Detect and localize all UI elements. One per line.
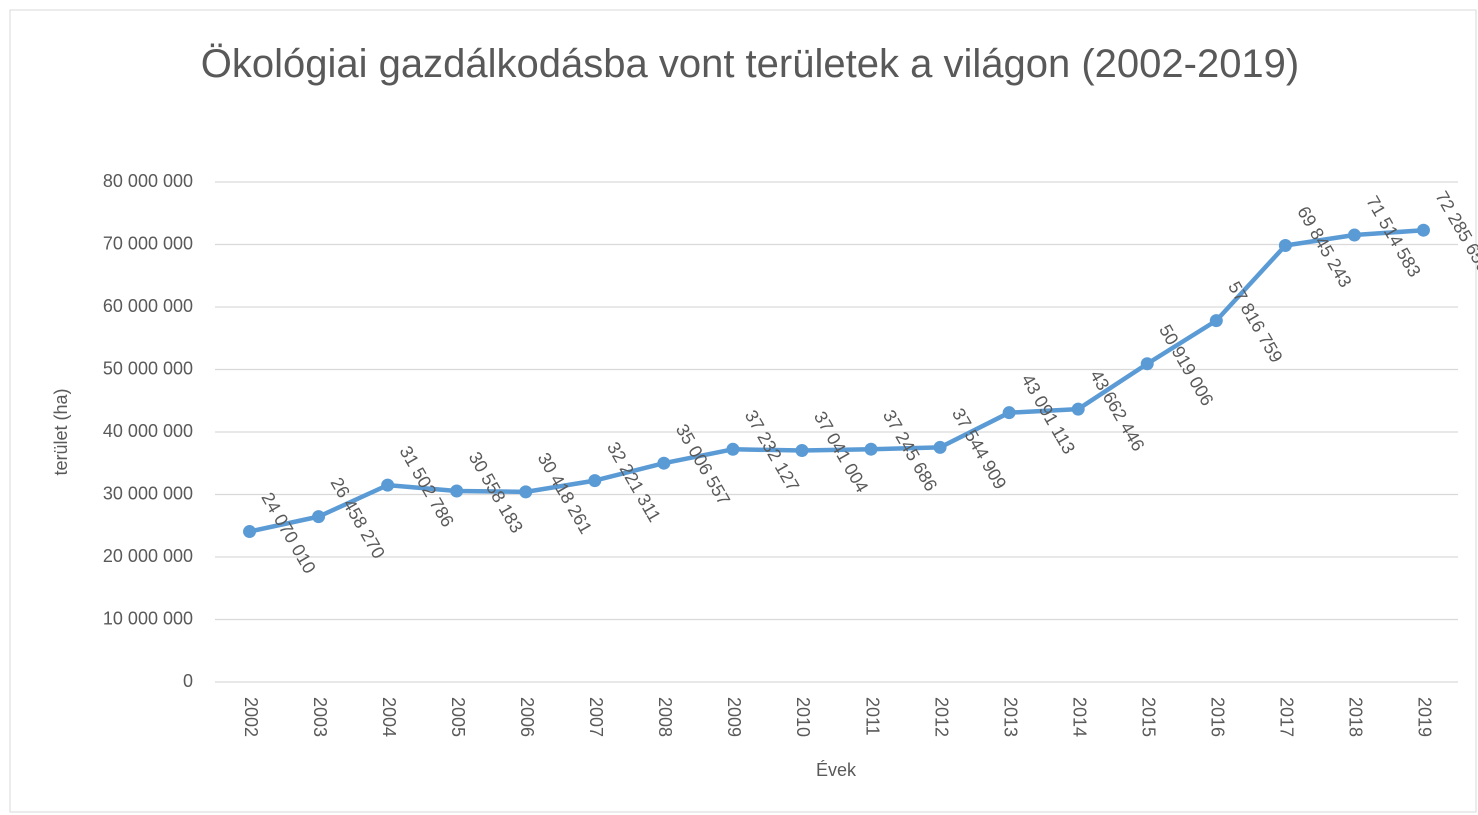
marker: [450, 484, 464, 498]
marker: [1416, 223, 1430, 237]
x-tick-label: 2004: [379, 697, 399, 737]
y-tick-label: 30 000 000: [103, 483, 193, 503]
x-tick-label: 2019: [1415, 697, 1435, 737]
marker: [312, 510, 326, 524]
y-tick-label: 40 000 000: [103, 421, 193, 441]
data-label: 43 662 446: [1086, 366, 1148, 454]
marker: [381, 478, 395, 492]
marker: [933, 440, 947, 454]
y-tick-label: 80 000 000: [103, 171, 193, 191]
marker: [657, 456, 671, 470]
marker: [243, 525, 257, 539]
data-label: 43 091 113: [1017, 371, 1079, 458]
y-tick-label: 0: [183, 671, 193, 691]
y-tick-label: 60 000 000: [103, 296, 193, 316]
marker: [1209, 314, 1223, 328]
data-label: 69 845 243: [1293, 203, 1355, 291]
marker: [795, 443, 809, 457]
marker: [1071, 402, 1085, 416]
marker: [864, 442, 878, 456]
chart-title: Ökológiai gazdálkodásba vont területek a…: [200, 42, 1300, 86]
marker: [1278, 238, 1292, 252]
marker: [1347, 228, 1361, 242]
y-tick-label: 10 000 000: [103, 608, 193, 628]
x-tick-label: 2007: [586, 697, 606, 737]
x-tick-label: 2002: [241, 697, 261, 737]
marker: [519, 485, 533, 499]
x-tick-label: 2008: [655, 697, 675, 737]
data-label: 50 919 006: [1155, 321, 1217, 409]
x-tick-label: 2012: [931, 697, 951, 737]
x-tick-label: 2014: [1069, 697, 1089, 737]
x-tick-label: 2005: [448, 697, 468, 737]
x-tick-label: 2009: [724, 697, 744, 737]
marker: [1002, 406, 1016, 420]
x-tick-label: 2003: [310, 697, 330, 737]
x-axis-title: Évek: [816, 760, 857, 780]
y-tick-label: 70 000 000: [103, 233, 193, 253]
x-tick-label: 2010: [793, 697, 813, 737]
x-tick-label: 2018: [1346, 697, 1366, 737]
data-label: 35 006 557: [672, 421, 734, 509]
y-tick-label: 20 000 000: [103, 546, 193, 566]
x-tick-label: 2006: [517, 697, 537, 737]
marker: [588, 474, 602, 488]
x-tick-label: 2017: [1277, 697, 1297, 737]
data-label: 30 418 261: [534, 449, 596, 537]
data-label: 57 816 759: [1224, 278, 1286, 366]
marker: [726, 442, 740, 456]
data-label: 24 070 010: [257, 489, 319, 577]
x-tick-label: 2016: [1208, 697, 1228, 737]
x-tick-label: 2015: [1139, 697, 1159, 737]
x-tick-label: 2013: [1000, 697, 1020, 737]
line: [249, 227, 1424, 534]
y-tick-label: 50 000 000: [103, 358, 193, 378]
x-tick-label: 2011: [862, 697, 882, 736]
data-label: 72 285 656: [1431, 188, 1478, 276]
y-axis-title: terület (ha): [51, 388, 71, 475]
data-label: 32 221 311: [603, 439, 665, 526]
data-label: 71 514 583: [1362, 192, 1424, 280]
marker: [1140, 357, 1154, 371]
chart-border: [9, 9, 1477, 813]
